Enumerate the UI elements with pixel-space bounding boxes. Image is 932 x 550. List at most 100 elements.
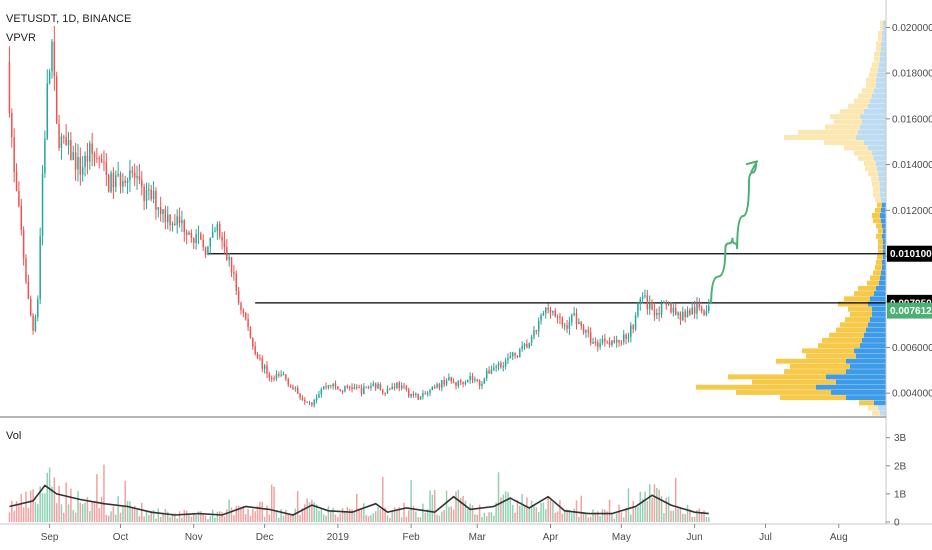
vpvr-bar-up bbox=[859, 400, 874, 406]
candle-body bbox=[450, 377, 453, 382]
volume-bar bbox=[143, 516, 145, 522]
vpvr-bar-down bbox=[878, 405, 886, 411]
volume-bar bbox=[74, 512, 77, 522]
candle-body bbox=[384, 392, 386, 394]
candle-body bbox=[457, 380, 460, 386]
candle-body bbox=[660, 303, 663, 315]
vpvr-bar-up bbox=[840, 322, 868, 328]
candle-body bbox=[407, 389, 410, 397]
volume-bar bbox=[58, 485, 60, 522]
volume-bar bbox=[613, 518, 616, 522]
volume-bar bbox=[455, 491, 457, 522]
candle-body bbox=[580, 322, 582, 327]
candle-body bbox=[516, 355, 519, 358]
volume-bar bbox=[599, 516, 601, 522]
vpvr-bar-up bbox=[869, 72, 877, 78]
candle-body bbox=[46, 83, 49, 139]
vpvr-bar-down bbox=[882, 233, 886, 239]
volume-bar bbox=[249, 515, 252, 522]
candle-body bbox=[131, 170, 134, 173]
volume-bar bbox=[485, 516, 488, 522]
volume-bar bbox=[34, 502, 37, 522]
candle-body bbox=[200, 233, 202, 240]
vpvr-bar-up bbox=[806, 353, 856, 359]
candle-body bbox=[561, 317, 564, 326]
volume-bar bbox=[422, 503, 424, 522]
candle-body bbox=[502, 366, 504, 368]
vpvr-bar-down bbox=[876, 161, 886, 166]
candle-body bbox=[568, 322, 571, 329]
volume-bar bbox=[438, 515, 441, 522]
volume-bar bbox=[417, 517, 419, 522]
candle-body bbox=[377, 384, 379, 389]
vpvr-bar-down bbox=[854, 348, 886, 354]
candle-body bbox=[372, 383, 375, 386]
candle-body bbox=[84, 155, 86, 168]
vpvr-bar-down bbox=[878, 171, 886, 177]
vpvr-bar-down bbox=[826, 374, 886, 380]
vpvr-bar-up bbox=[854, 98, 870, 104]
price-tick-label: 0.020000 bbox=[892, 23, 932, 34]
candle-body bbox=[507, 358, 509, 361]
volume-bar bbox=[192, 514, 195, 522]
volume-bar bbox=[398, 507, 401, 522]
volume-bar bbox=[471, 505, 474, 522]
candle-body bbox=[665, 302, 668, 305]
volume-bar bbox=[358, 508, 360, 522]
time-tick-label: Dec bbox=[256, 532, 274, 543]
volume-bar bbox=[117, 496, 119, 522]
candle-body bbox=[325, 386, 327, 388]
candle-body bbox=[242, 310, 245, 314]
candle-body bbox=[341, 390, 344, 392]
volume-bar bbox=[304, 504, 306, 522]
candle-body bbox=[653, 309, 656, 316]
candle-body bbox=[13, 137, 15, 173]
candle-body bbox=[214, 231, 216, 233]
volume-bar bbox=[700, 512, 703, 522]
volume-bar bbox=[334, 514, 337, 522]
candle-body bbox=[91, 143, 93, 154]
volume-bar bbox=[65, 482, 67, 522]
candle-body bbox=[396, 382, 398, 388]
vpvr-bar-down bbox=[882, 259, 886, 265]
candle-body bbox=[634, 315, 637, 330]
volume-bar bbox=[136, 509, 138, 522]
vpvr-bar-up bbox=[868, 405, 878, 411]
vpvr-bar-up bbox=[865, 166, 877, 172]
volume-bar bbox=[29, 490, 32, 522]
volume-bar bbox=[502, 494, 504, 522]
candle-body bbox=[244, 313, 247, 320]
candle-body bbox=[181, 220, 183, 224]
candle-body bbox=[682, 311, 684, 321]
vpvr-bar-down bbox=[860, 114, 886, 120]
vpvr-bar-up bbox=[880, 20, 883, 26]
vpvr-bar-up bbox=[752, 379, 836, 385]
volume-bar bbox=[348, 508, 351, 522]
candle-body bbox=[105, 162, 108, 175]
volume-bar bbox=[273, 486, 275, 522]
volume-bar bbox=[490, 512, 493, 522]
volume-bar bbox=[150, 511, 152, 522]
candle-body bbox=[65, 136, 67, 146]
vpvr-bar-down bbox=[881, 218, 886, 224]
candle-body bbox=[122, 180, 124, 187]
vpvr-bar-up bbox=[878, 30, 882, 36]
vpvr-bar-down bbox=[858, 129, 886, 135]
vpvr-bar-down bbox=[816, 384, 886, 390]
candle-body bbox=[488, 370, 490, 374]
candle-body bbox=[535, 330, 538, 332]
candle-body bbox=[389, 388, 391, 390]
candle-body bbox=[126, 180, 129, 183]
volume-bar bbox=[15, 500, 18, 522]
vpvr-bar-down bbox=[846, 369, 886, 375]
vpvr-bar-down bbox=[880, 187, 886, 192]
candle-body bbox=[490, 369, 493, 374]
volume-bar bbox=[91, 502, 93, 522]
volume-bar bbox=[568, 509, 571, 522]
candle-body bbox=[511, 352, 514, 357]
candle-body bbox=[627, 337, 630, 339]
candle-body bbox=[556, 316, 559, 318]
vpvr-bar-up bbox=[866, 77, 876, 83]
vpvr-bar-down bbox=[883, 254, 886, 260]
volume-bar bbox=[563, 509, 566, 522]
